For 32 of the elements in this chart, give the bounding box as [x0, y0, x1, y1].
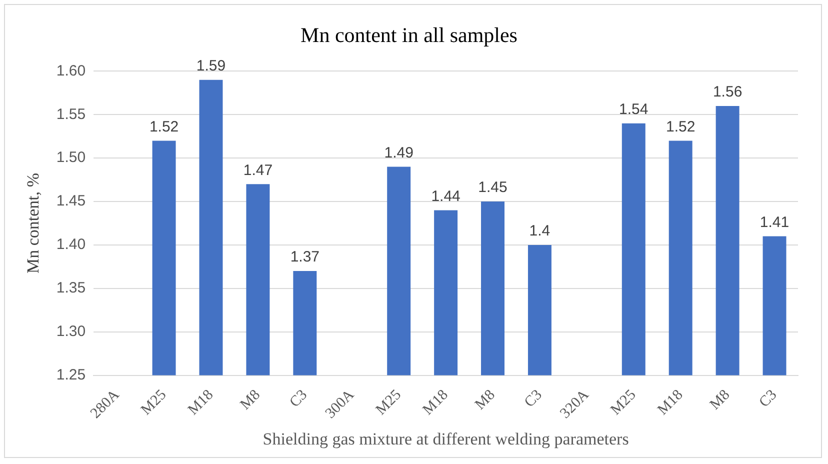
data-label: 1.54 [619, 100, 648, 118]
x-tick-label: M8 [238, 386, 264, 414]
x-tick-label: M8 [472, 386, 498, 414]
y-tick-label: 1.25 [56, 366, 86, 384]
y-tick-label: 1.35 [56, 280, 86, 297]
data-label: 1.52 [149, 118, 179, 136]
x-tick-label: M18 [420, 386, 452, 418]
data-label: 1.47 [243, 162, 273, 179]
y-tick-label: 1.60 [56, 62, 86, 80]
y-tick-label: 1.55 [56, 106, 86, 123]
chart-title: Mn content in all samples [300, 23, 518, 48]
x-tick-label: M18 [654, 386, 686, 418]
x-tick-label: C3 [522, 386, 546, 411]
y-axis-title: Mn content, % [24, 172, 43, 274]
data-label: 1.44 [431, 188, 460, 205]
data-label: 1.49 [384, 144, 414, 162]
data-label: 1.4 [529, 222, 550, 240]
x-tick-label: M8 [707, 386, 734, 414]
x-tick-label: C3 [286, 386, 311, 411]
y-tick-label: 1.40 [56, 236, 86, 254]
data-label: 1.59 [196, 58, 226, 75]
data-label: 1.56 [712, 84, 742, 101]
x-tick-label: C3 [756, 386, 780, 411]
y-tick-label: 1.45 [56, 192, 86, 210]
x-axis-title: Shielding gas mixture at different welding parameters [262, 429, 629, 448]
x-tick-label: M18 [185, 386, 217, 418]
data-label: 1.45 [478, 179, 508, 196]
y-tick-label: 1.50 [56, 149, 86, 166]
data-label: 1.41 [760, 214, 790, 231]
y-tick-label: 1.30 [56, 323, 86, 340]
data-label: 1.37 [290, 248, 320, 266]
data-label: 1.52 [666, 118, 696, 136]
